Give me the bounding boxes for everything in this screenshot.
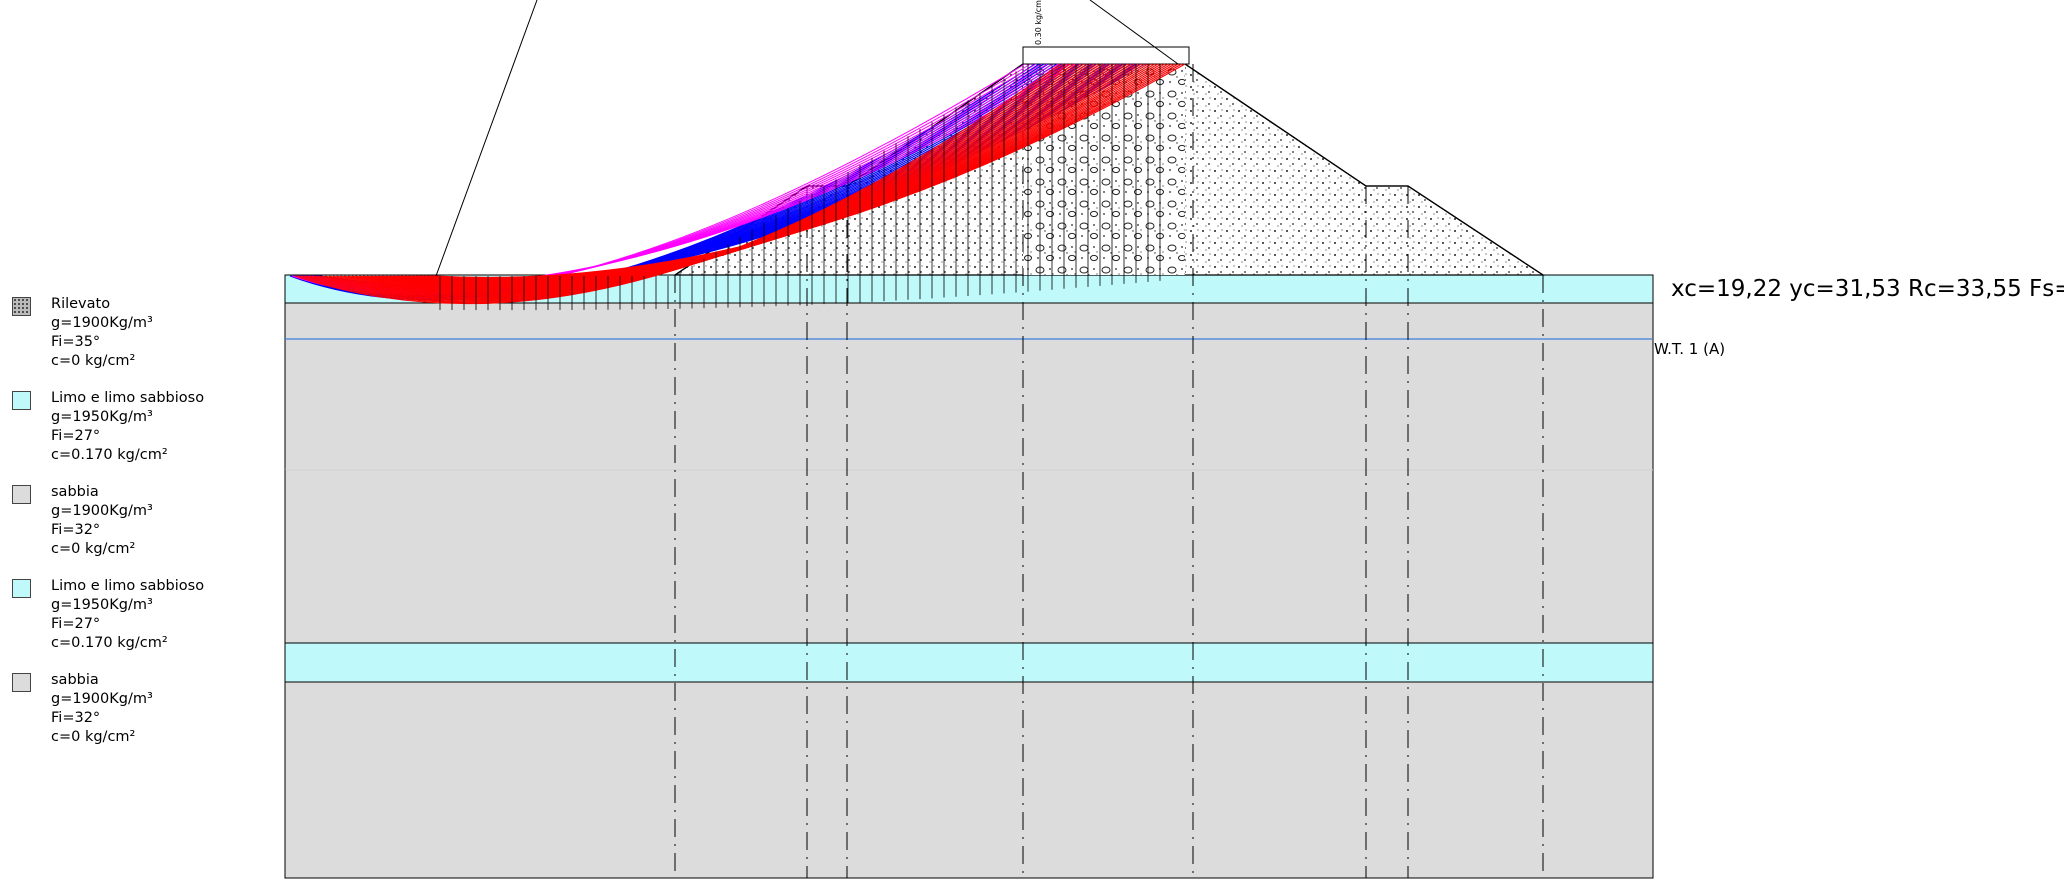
legend-swatch-sabbia xyxy=(12,673,31,692)
legend-name: sabbia xyxy=(51,484,99,500)
legend-unit-weight: g=1950Kg/m³ xyxy=(51,409,153,425)
legend-cohesion: c=0.170 kg/cm² xyxy=(51,447,168,463)
legend-item-limo-2: Limo e limo sabbioso g=1950Kg/m³ Fi=27° … xyxy=(12,577,272,653)
embankment: 0.30 kg/cm² xyxy=(672,0,1546,276)
layer-sabbia-lower xyxy=(284,681,1654,879)
result-label: xc=19,22 yc=31,53 Rc=33,55 Fs=1,36 xyxy=(1671,276,2064,302)
legend-swatch-limo xyxy=(12,579,31,598)
legend-name: Limo e limo sabbioso xyxy=(51,578,205,594)
legend-name: Rilevato xyxy=(51,296,111,312)
legend-name: Limo e limo sabbioso xyxy=(51,390,205,406)
radius-line-right xyxy=(1089,0,1179,65)
legend-item-sabbia: sabbia g=1900Kg/m³ Fi=32° c=0 kg/cm² xyxy=(12,483,272,559)
legend-unit-weight: g=1900Kg/m³ xyxy=(51,315,153,331)
legend-unit-weight: g=1900Kg/m³ xyxy=(51,691,153,707)
legend-cohesion: c=0 kg/cm² xyxy=(51,541,136,557)
legend-friction-angle: Fi=32° xyxy=(51,710,101,726)
section-lines xyxy=(284,64,1544,878)
legend-swatch-limo xyxy=(12,391,31,410)
legend-swatch-sabbia xyxy=(12,485,31,504)
legend-friction-angle: Fi=35° xyxy=(51,334,101,350)
legend-item-sabbia-2: sabbia g=1900Kg/m³ Fi=32° c=0 kg/cm² xyxy=(12,671,272,747)
legend-swatch-rilevato xyxy=(12,297,31,316)
legend-item-limo: Limo e limo sabbioso g=1950Kg/m³ Fi=27° … xyxy=(12,389,272,465)
legend-friction-angle: Fi=32° xyxy=(51,522,101,538)
legend-cohesion: c=0.170 kg/cm² xyxy=(51,635,168,651)
legend-unit-weight: g=1900Kg/m³ xyxy=(51,503,153,519)
surface-load-label: 0.30 kg/cm² xyxy=(1034,0,1043,45)
surface-load-box xyxy=(1022,46,1190,65)
legend-friction-angle: Fi=27° xyxy=(51,616,101,632)
soil-layers xyxy=(284,274,1654,879)
legend-unit-weight: g=1950Kg/m³ xyxy=(51,597,153,613)
water-table-label: W.T. 1 (A) xyxy=(1654,340,1726,358)
legend-cohesion: c=0 kg/cm² xyxy=(51,729,136,745)
critical-surface-slices xyxy=(439,64,1161,311)
legend-item-rilevato: Rilevato g=1900Kg/m³ Fi=35° c=0 kg/cm² xyxy=(12,295,272,371)
radius-line-left xyxy=(435,0,538,277)
legend-name: sabbia xyxy=(51,672,99,688)
layer-limo-lower xyxy=(284,642,1654,683)
layer-sabbia-upper xyxy=(284,302,1654,644)
slip-surface xyxy=(434,63,1186,278)
legend-cohesion: c=0 kg/cm² xyxy=(51,353,136,369)
legend: Rilevato g=1900Kg/m³ Fi=35° c=0 kg/cm² L… xyxy=(12,295,272,765)
legend-friction-angle: Fi=27° xyxy=(51,428,101,444)
